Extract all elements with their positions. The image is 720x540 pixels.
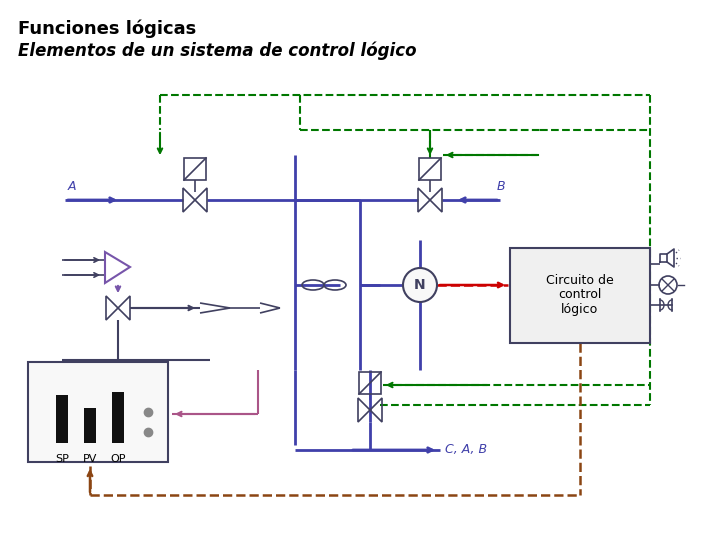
Text: Circuito de
control
lógico: Circuito de control lógico	[546, 273, 614, 316]
Text: A: A	[68, 180, 76, 193]
Bar	[184, 158, 206, 180]
Text: N: N	[414, 278, 426, 292]
Bar	[419, 158, 441, 180]
Text: Elementos de un sistema de control lógico: Elementos de un sistema de control lógic…	[18, 42, 416, 60]
Bar	[112, 392, 124, 443]
Text: PV: PV	[83, 454, 97, 464]
Bar	[359, 372, 381, 394]
Bar	[56, 395, 68, 443]
Bar	[84, 408, 96, 443]
Text: Funciones lógicas: Funciones lógicas	[18, 20, 197, 38]
Text: OP: OP	[110, 454, 126, 464]
Text: B: B	[497, 180, 505, 193]
Circle shape	[403, 268, 437, 302]
Text: SP: SP	[55, 454, 69, 464]
Bar	[510, 248, 650, 343]
Bar	[28, 362, 168, 462]
Text: C, A, B: C, A, B	[445, 443, 487, 456]
